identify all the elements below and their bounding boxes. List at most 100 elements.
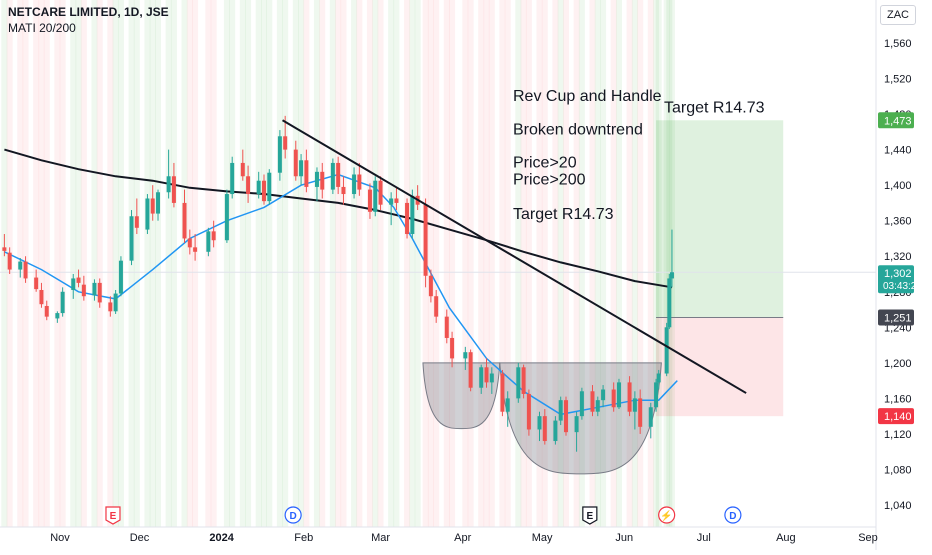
- signal-band: [112, 0, 119, 527]
- signal-band: [1, 0, 8, 527]
- dividend-icon: [284, 506, 302, 524]
- signal-band: [483, 0, 490, 527]
- signal-band: [488, 0, 495, 527]
- candles: [2, 115, 674, 452]
- candle: [39, 289, 44, 305]
- signal-band: [144, 0, 151, 527]
- candle: [479, 367, 484, 388]
- cup-handle-shape: [422, 362, 662, 475]
- signal-band: [388, 0, 395, 527]
- signal-band: [610, 0, 617, 527]
- signal-band: [427, 0, 434, 527]
- candle: [293, 149, 298, 177]
- price-label-text: 1,302: [884, 268, 912, 280]
- signal-band: [70, 0, 77, 527]
- downtrend-line: [282, 119, 747, 394]
- time-tick-label: Dec: [130, 532, 150, 544]
- signal-band: [223, 0, 230, 527]
- candle: [352, 174, 357, 195]
- candle: [314, 171, 319, 187]
- signal-band: [107, 0, 114, 527]
- price-tick-label: 1,400: [884, 180, 912, 192]
- candle: [304, 160, 309, 187]
- currency-button[interactable]: ZAC: [880, 5, 916, 25]
- signal-band: [59, 0, 66, 527]
- candle: [156, 192, 161, 214]
- earnings-icon: [105, 506, 121, 525]
- time-tick-label: Nov: [50, 532, 70, 544]
- candle: [394, 198, 399, 203]
- candle: [590, 391, 595, 412]
- annotation-text: Price>200: [513, 171, 586, 188]
- candle: [336, 162, 341, 187]
- signal-band: [43, 0, 50, 527]
- candle: [537, 416, 542, 430]
- signal-band: [192, 0, 199, 527]
- signal-band: [298, 0, 305, 527]
- candle: [378, 180, 383, 205]
- time-tick-label: Jun: [615, 532, 633, 544]
- signal-band: [449, 0, 456, 527]
- signal-band: [520, 0, 527, 527]
- signal-band: [499, 0, 506, 527]
- time-tick-label: Feb: [294, 532, 313, 544]
- candle: [553, 420, 558, 442]
- loss-zone: [656, 317, 784, 417]
- candle: [2, 247, 7, 251]
- event-label: D: [729, 511, 736, 522]
- annotations: Rev Cup and Handle Broken downtrend Price>…: [513, 88, 765, 223]
- candle: [18, 261, 23, 270]
- candle: [97, 282, 102, 303]
- earnings-icon: [582, 506, 598, 525]
- signal-band: [329, 0, 336, 527]
- candle: [240, 162, 245, 177]
- signal-band: [260, 0, 267, 527]
- candle: [182, 202, 187, 239]
- signal-band: [366, 0, 373, 527]
- event-label: E: [587, 511, 594, 522]
- candle: [558, 400, 563, 421]
- signal-band: [351, 0, 358, 527]
- signal-band: [335, 0, 342, 527]
- candle: [489, 373, 494, 383]
- signal-band: [573, 0, 580, 527]
- signal-band: [282, 0, 289, 527]
- candle: [654, 382, 659, 408]
- chart-title: NETCARE LIMITED, 1D, JSE: [8, 5, 169, 19]
- signal-band: [600, 0, 607, 527]
- ma200-line: [4, 148, 673, 289]
- candle: [256, 180, 261, 195]
- signal-band: [80, 0, 87, 527]
- candle: [367, 189, 372, 212]
- signal-band: [653, 0, 660, 527]
- signal-band: [319, 0, 326, 527]
- signal-band: [637, 0, 644, 527]
- signal-band: [631, 0, 638, 527]
- candle: [113, 293, 118, 312]
- signal-band: [655, 0, 662, 527]
- candle: [423, 204, 428, 276]
- signal-band: [594, 0, 601, 527]
- candle: [283, 136, 288, 150]
- candle: [206, 231, 211, 252]
- annotation-text: Target R14.73: [513, 206, 614, 223]
- candle: [118, 260, 123, 294]
- candle: [7, 252, 12, 270]
- price-tick-label: 1,080: [884, 464, 912, 476]
- candle: [134, 216, 139, 228]
- candle: [60, 291, 65, 314]
- candle: [616, 382, 621, 408]
- signal-band: [626, 0, 633, 527]
- signal-band: [647, 0, 654, 527]
- candle: [611, 389, 616, 408]
- signal-band: [515, 0, 522, 527]
- candle: [267, 172, 272, 202]
- candle: [542, 416, 547, 442]
- price-tick-label: 1,160: [884, 393, 912, 405]
- candle: [193, 247, 198, 252]
- annotation-text: Rev Cup and Handle: [513, 88, 662, 105]
- signal-band: [340, 0, 347, 527]
- price-label-text: 1,140: [884, 411, 912, 423]
- candle: [55, 313, 60, 319]
